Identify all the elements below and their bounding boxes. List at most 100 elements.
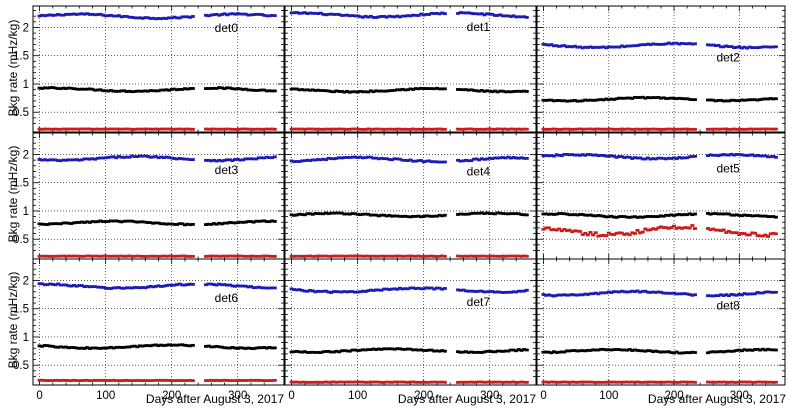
panel-frame: [284, 258, 537, 386]
data-point: [742, 153, 747, 157]
data-point: [426, 254, 431, 258]
data-point: [619, 127, 624, 131]
data-point: [638, 380, 643, 384]
data-point: [61, 13, 66, 17]
data-point: [233, 284, 238, 288]
data-point: [374, 16, 379, 19]
data-point: [251, 13, 256, 17]
data-point: [442, 380, 447, 384]
detector-label: det7: [467, 295, 491, 309]
data-point: [768, 290, 773, 294]
series-high-det3: [37, 154, 277, 163]
data-point: [392, 127, 397, 131]
data-point: [572, 213, 577, 217]
data-point: [122, 14, 127, 18]
data-point: [185, 344, 190, 348]
data-point: [90, 346, 95, 350]
data-point: [350, 380, 355, 384]
detector-label: det6: [215, 291, 239, 305]
data-point: [711, 127, 716, 131]
data-point: [246, 220, 251, 223]
data-point: [122, 219, 127, 223]
data-point: [64, 283, 69, 287]
data-point: [326, 156, 331, 160]
data-point: [387, 288, 392, 291]
data-point: [554, 380, 559, 384]
data-point: [471, 351, 476, 354]
data-point: [130, 219, 135, 223]
data-point: [619, 289, 624, 293]
data-point: [355, 349, 360, 352]
data-point: [726, 212, 731, 216]
data-point: [661, 380, 666, 384]
data-point: [392, 157, 397, 161]
data-point: [742, 98, 747, 102]
data-point: [588, 127, 593, 131]
data-point: [606, 45, 611, 49]
data-point: [164, 378, 169, 382]
data-point: [682, 42, 687, 46]
data-point: [651, 96, 656, 99]
data-point: [339, 349, 344, 353]
data-point: [426, 87, 431, 91]
data-point: [403, 347, 408, 351]
data-point: [724, 153, 729, 157]
data-point: [485, 349, 490, 353]
data-point: [674, 292, 679, 296]
data-point: [132, 90, 137, 93]
data-point: [604, 46, 609, 50]
data-point: [416, 214, 421, 218]
data-point: [185, 127, 190, 131]
data-point: [127, 127, 132, 131]
data-point: [645, 380, 650, 384]
data-point: [371, 16, 376, 19]
data-point: [724, 231, 729, 234]
data-point: [734, 349, 739, 352]
data-point: [456, 158, 461, 162]
x-tick-label: 0: [540, 390, 546, 402]
data-point: [188, 344, 193, 348]
data-point: [578, 293, 583, 297]
data-point: [585, 348, 590, 352]
data-point: [42, 127, 47, 131]
data-point: [630, 44, 635, 48]
data-point: [570, 349, 575, 352]
data-point: [114, 379, 119, 383]
data-point: [103, 127, 108, 131]
data-point: [82, 347, 87, 350]
data-point: [167, 343, 172, 347]
data-point: [440, 287, 445, 291]
data-point: [729, 98, 734, 102]
data-point: [732, 98, 737, 102]
data-point: [156, 221, 161, 225]
data-point: [190, 15, 195, 18]
data-point: [90, 379, 95, 382]
data-point: [630, 127, 635, 131]
data-point: [522, 156, 527, 160]
data-point: [632, 215, 637, 219]
data-point: [708, 212, 713, 216]
data-point: [674, 226, 679, 230]
data-point: [442, 87, 447, 91]
data-point: [376, 15, 381, 19]
data-point: [413, 287, 418, 290]
data-point: [498, 156, 503, 160]
data-point: [408, 286, 413, 290]
data-point: [596, 46, 601, 49]
data-point: [204, 223, 209, 226]
data-point: [487, 380, 492, 384]
data-point: [516, 212, 521, 216]
data-point: [466, 11, 471, 15]
data-point: [485, 290, 490, 294]
data-point: [342, 212, 347, 216]
data-point: [310, 158, 315, 162]
data-point: [664, 291, 669, 295]
data-point: [487, 89, 492, 93]
data-point: [326, 89, 331, 93]
data-point: [140, 344, 145, 348]
data-point: [371, 347, 376, 351]
data-point: [575, 127, 580, 131]
data-point: [326, 12, 331, 16]
data-point: [342, 127, 347, 131]
data-point: [474, 12, 479, 16]
